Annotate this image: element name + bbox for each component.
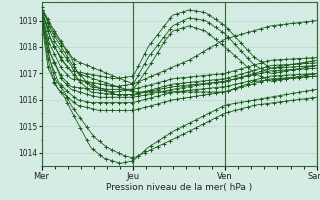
X-axis label: Pression niveau de la mer( hPa ): Pression niveau de la mer( hPa ) [106, 183, 252, 192]
